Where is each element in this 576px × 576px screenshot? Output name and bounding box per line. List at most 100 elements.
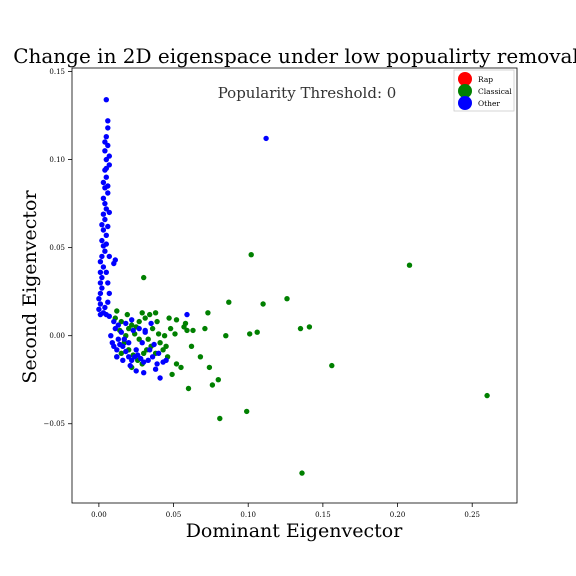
point-classical <box>125 312 130 317</box>
point-other <box>101 212 106 217</box>
point-classical <box>156 331 161 336</box>
point-classical <box>114 308 119 313</box>
point-classical <box>189 344 194 349</box>
point-other <box>141 370 146 375</box>
y-tick-label: 0.15 <box>49 68 65 76</box>
point-classical <box>168 326 173 331</box>
point-other <box>120 344 125 349</box>
point-other <box>98 270 103 275</box>
point-other <box>151 342 156 347</box>
point-other <box>107 254 112 259</box>
point-other <box>184 312 189 317</box>
point-other <box>98 301 103 306</box>
point-other <box>96 296 101 301</box>
point-other <box>102 139 107 144</box>
point-classical <box>249 252 254 257</box>
legend-marker-classical <box>458 84 472 98</box>
point-other <box>96 307 101 312</box>
point-other <box>105 190 110 195</box>
point-other <box>102 217 107 222</box>
point-other <box>104 233 109 238</box>
point-other <box>107 291 112 296</box>
point-other <box>153 367 158 372</box>
point-classical <box>150 326 155 331</box>
x-tick-label: 0.00 <box>91 511 107 519</box>
point-classical <box>162 333 167 338</box>
point-other <box>99 222 104 227</box>
legend-label-classical: Classical <box>478 87 512 96</box>
point-other <box>105 300 110 305</box>
legend-marker-other <box>458 96 472 110</box>
point-other <box>123 349 128 354</box>
point-other <box>128 363 133 368</box>
point-classical <box>154 319 159 324</box>
plot-area <box>72 68 517 503</box>
point-classical <box>298 326 303 331</box>
point-other <box>140 340 145 345</box>
point-other <box>105 224 110 229</box>
point-other <box>137 326 142 331</box>
point-classical <box>157 340 162 345</box>
point-classical <box>141 351 146 356</box>
y-tick-label: 0.10 <box>49 156 65 164</box>
y-tick-label: 0.05 <box>49 244 65 252</box>
point-other <box>102 305 107 310</box>
point-classical <box>190 328 195 333</box>
point-other <box>104 134 109 139</box>
point-classical <box>186 386 191 391</box>
point-classical <box>216 377 221 382</box>
point-classical <box>207 365 212 370</box>
x-axis-label: Dominant Eigenvector <box>186 520 404 542</box>
point-other <box>104 166 109 171</box>
point-classical <box>198 354 203 359</box>
x-tick-label: 0.25 <box>464 511 480 519</box>
point-classical <box>172 331 177 336</box>
point-other <box>98 291 103 296</box>
point-other <box>114 354 119 359</box>
point-classical <box>140 310 145 315</box>
point-classical <box>143 315 148 320</box>
point-other <box>105 183 110 188</box>
x-tick-label: 0.20 <box>390 511 406 519</box>
legend-label-rap: Rap <box>478 75 493 84</box>
y-tick-label: −0.05 <box>44 420 65 428</box>
threshold-annotation: Popularity Threshold: 0 <box>218 84 397 102</box>
y-tick-label: 0.00 <box>49 332 65 340</box>
point-other <box>263 136 268 141</box>
point-other <box>126 340 131 345</box>
point-classical <box>141 275 146 280</box>
point-other <box>154 361 159 366</box>
point-classical <box>247 331 252 336</box>
point-classical <box>223 333 228 338</box>
legend-marker-rap <box>458 72 472 86</box>
point-other <box>104 97 109 102</box>
point-classical <box>299 470 304 475</box>
point-classical <box>163 344 168 349</box>
point-other <box>99 285 104 290</box>
point-classical <box>307 324 312 329</box>
point-other <box>119 330 124 335</box>
point-other <box>146 358 151 363</box>
point-classical <box>202 326 207 331</box>
point-other <box>101 180 106 185</box>
point-other <box>98 259 103 264</box>
point-other <box>107 314 112 319</box>
chart-title: Change in 2D eigenspace under low popual… <box>13 44 576 68</box>
point-other <box>105 280 110 285</box>
legend-label-other: Other <box>478 99 500 108</box>
point-classical <box>178 365 183 370</box>
x-tick-label: 0.15 <box>315 511 331 519</box>
point-classical <box>174 361 179 366</box>
point-classical <box>226 300 231 305</box>
point-classical <box>146 337 151 342</box>
point-other <box>150 354 155 359</box>
point-other <box>98 280 103 285</box>
point-other <box>123 321 128 326</box>
point-other <box>157 375 162 380</box>
point-other <box>105 125 110 130</box>
point-other <box>99 254 104 259</box>
point-classical <box>260 301 265 306</box>
point-other <box>116 322 121 327</box>
point-other <box>148 321 153 326</box>
